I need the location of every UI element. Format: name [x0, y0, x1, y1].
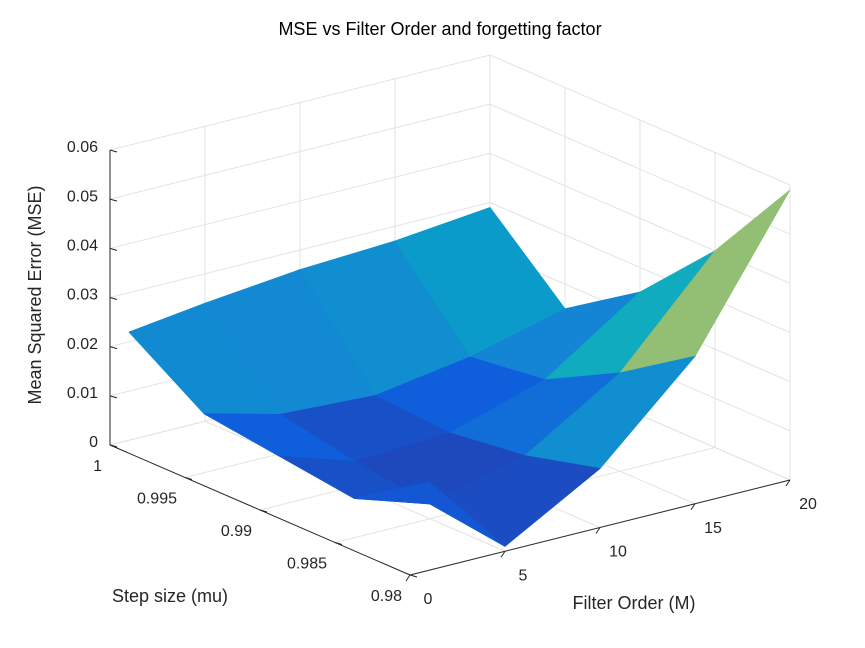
y-tick	[334, 542, 343, 545]
z-tick	[109, 149, 118, 153]
x-tick	[595, 527, 601, 534]
surface-patch	[353, 481, 506, 547]
grid-line	[489, 54, 791, 186]
z-tick	[109, 395, 118, 399]
x-tick-label: 15	[704, 520, 722, 537]
z-tick-label: 0.03	[67, 287, 98, 304]
grid-line	[109, 152, 491, 249]
z-tick	[109, 444, 118, 448]
z-tick-label: 0	[89, 434, 98, 451]
y-tick	[409, 574, 418, 578]
axes-foreground: 051015200.980.9850.990.995100.010.020.03…	[67, 139, 817, 608]
z-tick-label: 0.01	[67, 385, 98, 402]
z-tick-label: 0.02	[67, 336, 98, 353]
y-tick-label: 0.98	[371, 588, 402, 605]
y-tick-label: 1	[93, 458, 102, 475]
grid-line	[489, 202, 791, 333]
z-axis-label: Mean Squared Error (MSE)	[25, 185, 45, 404]
x-tick	[500, 550, 506, 558]
y-tick-label: 0.99	[221, 523, 252, 540]
x-tick-label: 5	[519, 567, 528, 584]
y-tick-label: 0.995	[137, 491, 177, 508]
grid-line	[109, 202, 491, 298]
z-tick	[109, 198, 118, 202]
grid-line	[489, 103, 791, 235]
x-tick	[785, 479, 791, 487]
z-tick-label: 0.04	[67, 238, 98, 255]
z-tick	[109, 247, 118, 251]
chart-title: MSE vs Filter Order and forgetting facto…	[278, 19, 601, 39]
grid-line	[109, 54, 491, 151]
x-tick-label: 20	[799, 496, 817, 513]
z-tick	[109, 297, 118, 300]
y-tick	[184, 477, 193, 480]
surface	[128, 189, 791, 547]
x-tick	[690, 503, 696, 511]
x-tick-label: 0	[424, 591, 433, 608]
z-tick	[109, 346, 118, 350]
y-tick	[259, 509, 268, 513]
x-tick-label: 10	[609, 544, 627, 561]
grid-line	[109, 103, 491, 200]
surface-patch	[619, 189, 791, 374]
x-axis-label: Filter Order (M)	[573, 593, 696, 613]
y-tick-label: 0.985	[287, 556, 327, 573]
z-tick-label: 0.06	[67, 139, 98, 156]
y-axis-label: Step size (mu)	[112, 586, 228, 606]
x-tick	[405, 574, 411, 582]
z-tick-label: 0.05	[67, 188, 98, 205]
